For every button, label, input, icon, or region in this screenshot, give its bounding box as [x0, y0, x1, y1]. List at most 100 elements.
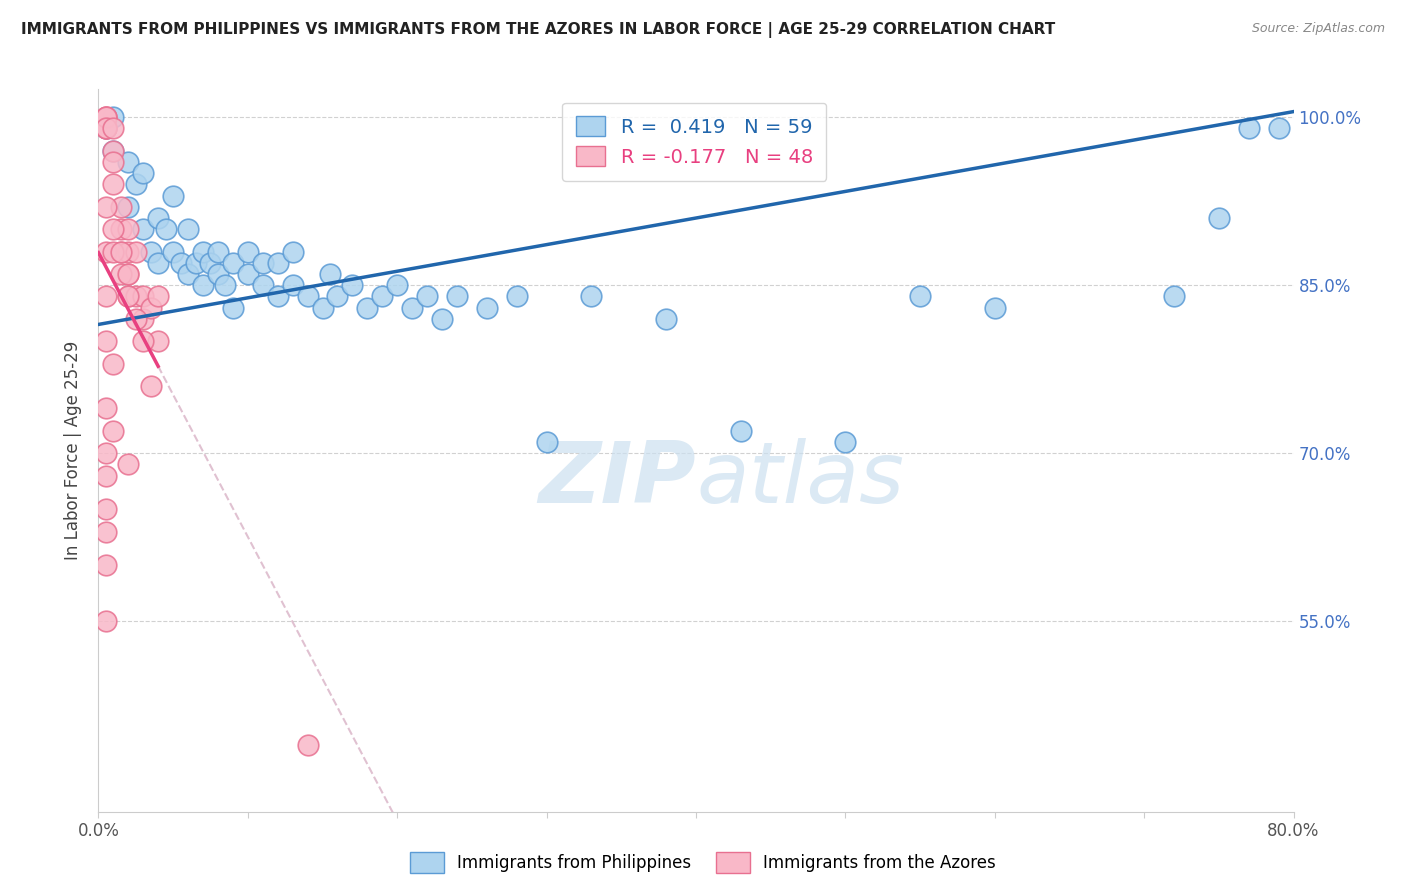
- Point: [117, 289, 139, 303]
- Point: [655, 311, 678, 326]
- Point: [103, 155, 125, 169]
- Point: [342, 278, 364, 293]
- Point: [207, 244, 229, 259]
- Point: [222, 301, 245, 315]
- Point: [117, 267, 139, 281]
- Point: [117, 200, 139, 214]
- Point: [319, 267, 342, 281]
- Point: [416, 289, 439, 303]
- Point: [148, 256, 170, 270]
- Text: atlas: atlas: [696, 438, 904, 521]
- Point: [236, 267, 259, 281]
- Point: [103, 144, 125, 158]
- Y-axis label: In Labor Force | Age 25-29: In Labor Force | Age 25-29: [65, 341, 83, 560]
- Point: [252, 256, 274, 270]
- Point: [94, 615, 117, 629]
- Point: [110, 222, 132, 236]
- Point: [908, 289, 931, 303]
- Point: [94, 121, 117, 136]
- Point: [356, 301, 378, 315]
- Point: [401, 301, 423, 315]
- Point: [184, 256, 207, 270]
- Point: [222, 256, 245, 270]
- Point: [94, 468, 117, 483]
- Point: [297, 738, 319, 752]
- Point: [132, 289, 155, 303]
- Point: [148, 211, 170, 225]
- Text: ZIP: ZIP: [538, 438, 696, 521]
- Point: [1267, 121, 1289, 136]
- Point: [103, 110, 125, 124]
- Point: [371, 289, 394, 303]
- Point: [125, 289, 148, 303]
- Point: [191, 244, 214, 259]
- Point: [94, 200, 117, 214]
- Point: [139, 301, 162, 315]
- Point: [94, 121, 117, 136]
- Point: [162, 188, 184, 202]
- Point: [1163, 289, 1185, 303]
- Point: [214, 278, 236, 293]
- Point: [110, 244, 132, 259]
- Point: [94, 446, 117, 460]
- Point: [834, 435, 856, 450]
- Point: [110, 244, 132, 259]
- Point: [148, 334, 170, 349]
- Point: [200, 256, 222, 270]
- Point: [94, 121, 117, 136]
- Point: [103, 121, 125, 136]
- Point: [385, 278, 409, 293]
- Point: [1208, 211, 1230, 225]
- Point: [297, 289, 319, 303]
- Point: [103, 178, 125, 192]
- Point: [267, 289, 290, 303]
- Point: [94, 244, 117, 259]
- Point: [311, 301, 333, 315]
- Point: [132, 222, 155, 236]
- Point: [117, 155, 139, 169]
- Point: [94, 110, 117, 124]
- Point: [177, 222, 200, 236]
- Point: [148, 289, 170, 303]
- Point: [94, 502, 117, 516]
- Point: [207, 267, 229, 281]
- Point: [281, 244, 304, 259]
- Point: [117, 222, 139, 236]
- Point: [117, 289, 139, 303]
- Point: [132, 311, 155, 326]
- Point: [103, 357, 125, 371]
- Point: [94, 110, 117, 124]
- Point: [94, 121, 117, 136]
- Point: [139, 244, 162, 259]
- Point: [110, 267, 132, 281]
- Point: [103, 424, 125, 438]
- Point: [730, 424, 752, 438]
- Point: [581, 289, 603, 303]
- Point: [94, 524, 117, 539]
- Point: [117, 458, 139, 472]
- Point: [984, 301, 1007, 315]
- Point: [117, 244, 139, 259]
- Point: [94, 334, 117, 349]
- Point: [236, 244, 259, 259]
- Point: [430, 311, 453, 326]
- Point: [110, 200, 132, 214]
- Point: [132, 166, 155, 180]
- Point: [1237, 121, 1260, 136]
- Point: [139, 379, 162, 393]
- Point: [536, 435, 558, 450]
- Point: [132, 334, 155, 349]
- Point: [94, 558, 117, 573]
- Point: [281, 278, 304, 293]
- Point: [191, 278, 214, 293]
- Legend: R =  0.419   N = 59, R = -0.177   N = 48: R = 0.419 N = 59, R = -0.177 N = 48: [562, 103, 827, 180]
- Point: [252, 278, 274, 293]
- Point: [117, 267, 139, 281]
- Point: [162, 244, 184, 259]
- Point: [155, 222, 177, 236]
- Point: [103, 222, 125, 236]
- Point: [446, 289, 468, 303]
- Legend: Immigrants from Philippines, Immigrants from the Azores: Immigrants from Philippines, Immigrants …: [404, 846, 1002, 880]
- Point: [94, 110, 117, 124]
- Point: [125, 178, 148, 192]
